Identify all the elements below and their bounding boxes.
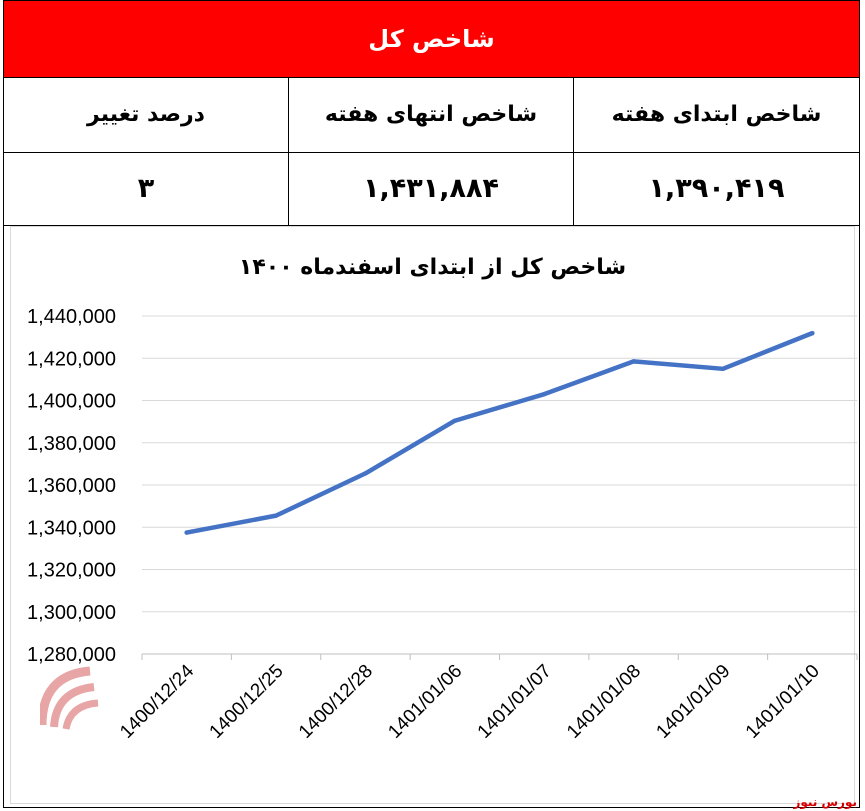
x-tick-label: 1400/12/24 xyxy=(116,660,198,742)
value-start-index: ۱,۳۹۰,۴۱۹ xyxy=(648,173,785,204)
y-tick-label: 1,340,000 xyxy=(27,517,116,539)
column-header-end-index: شاخص انتهای هفته xyxy=(289,77,574,152)
data-point xyxy=(452,418,458,423)
table-values-row: ۱,۳۹۰,۴۱۹ ۱,۴۳۱,۸۸۴ ۳ xyxy=(4,152,859,226)
column-header-change-percent: درصد تغییر xyxy=(4,77,289,152)
data-point xyxy=(631,359,636,364)
column-header-start-index: شاخص ابتدای هفته xyxy=(611,102,822,127)
y-tick-label: 1,280,000 xyxy=(27,644,116,666)
y-tick-label: 1,320,000 xyxy=(27,560,116,582)
value-end-index: ۱,۴۳۱,۸۸۴ xyxy=(289,152,574,225)
x-tick-label: 1400/12/25 xyxy=(206,661,288,743)
logo-arc-icon xyxy=(37,666,91,726)
x-tick-label: 1401/01/10 xyxy=(742,661,824,743)
data-point xyxy=(273,513,279,518)
data-point xyxy=(184,530,189,535)
y-tick-label: 1,380,000 xyxy=(27,433,116,455)
x-tick-label: 1401/01/09 xyxy=(652,661,734,743)
brand-footer: بورس نیوز xyxy=(793,795,857,809)
chart-area: شاخص کل از ابتدای اسفندماه ۱۴۰۰ xyxy=(10,226,855,804)
x-tick-label: 1401/01/06 xyxy=(384,661,466,743)
y-tick-label: 1,420,000 xyxy=(27,348,116,370)
watermark-logo xyxy=(37,665,110,775)
x-tick-label: 1400/12/28 xyxy=(295,661,377,743)
data-point xyxy=(541,391,547,397)
data-point xyxy=(363,471,368,476)
table-header-row: شاخص ابتدای هفته شاخص انتهای هفته درصد ت… xyxy=(4,77,859,153)
value-change-percent: ۳ xyxy=(4,152,289,225)
series-line xyxy=(184,330,815,535)
summary-frame: شاخص کل شاخص ابتدای هفته شاخص انتهای هفت… xyxy=(3,0,860,808)
y-tick-label: 1,440,000 xyxy=(27,306,116,328)
header-title: شاخص کل xyxy=(4,1,859,78)
y-tick-label: 1,400,000 xyxy=(27,391,116,413)
y-tick-label: 1,360,000 xyxy=(27,475,116,497)
x-tick-label: 1401/01/08 xyxy=(563,661,645,743)
chart-title: شاخص کل از ابتدای اسفندماه ۱۴۰۰ xyxy=(238,255,627,280)
data-point xyxy=(810,330,815,336)
x-tick-label: 1401/01/07 xyxy=(474,661,556,743)
data-point xyxy=(720,366,726,372)
y-tick-label: 1,300,000 xyxy=(27,602,116,624)
